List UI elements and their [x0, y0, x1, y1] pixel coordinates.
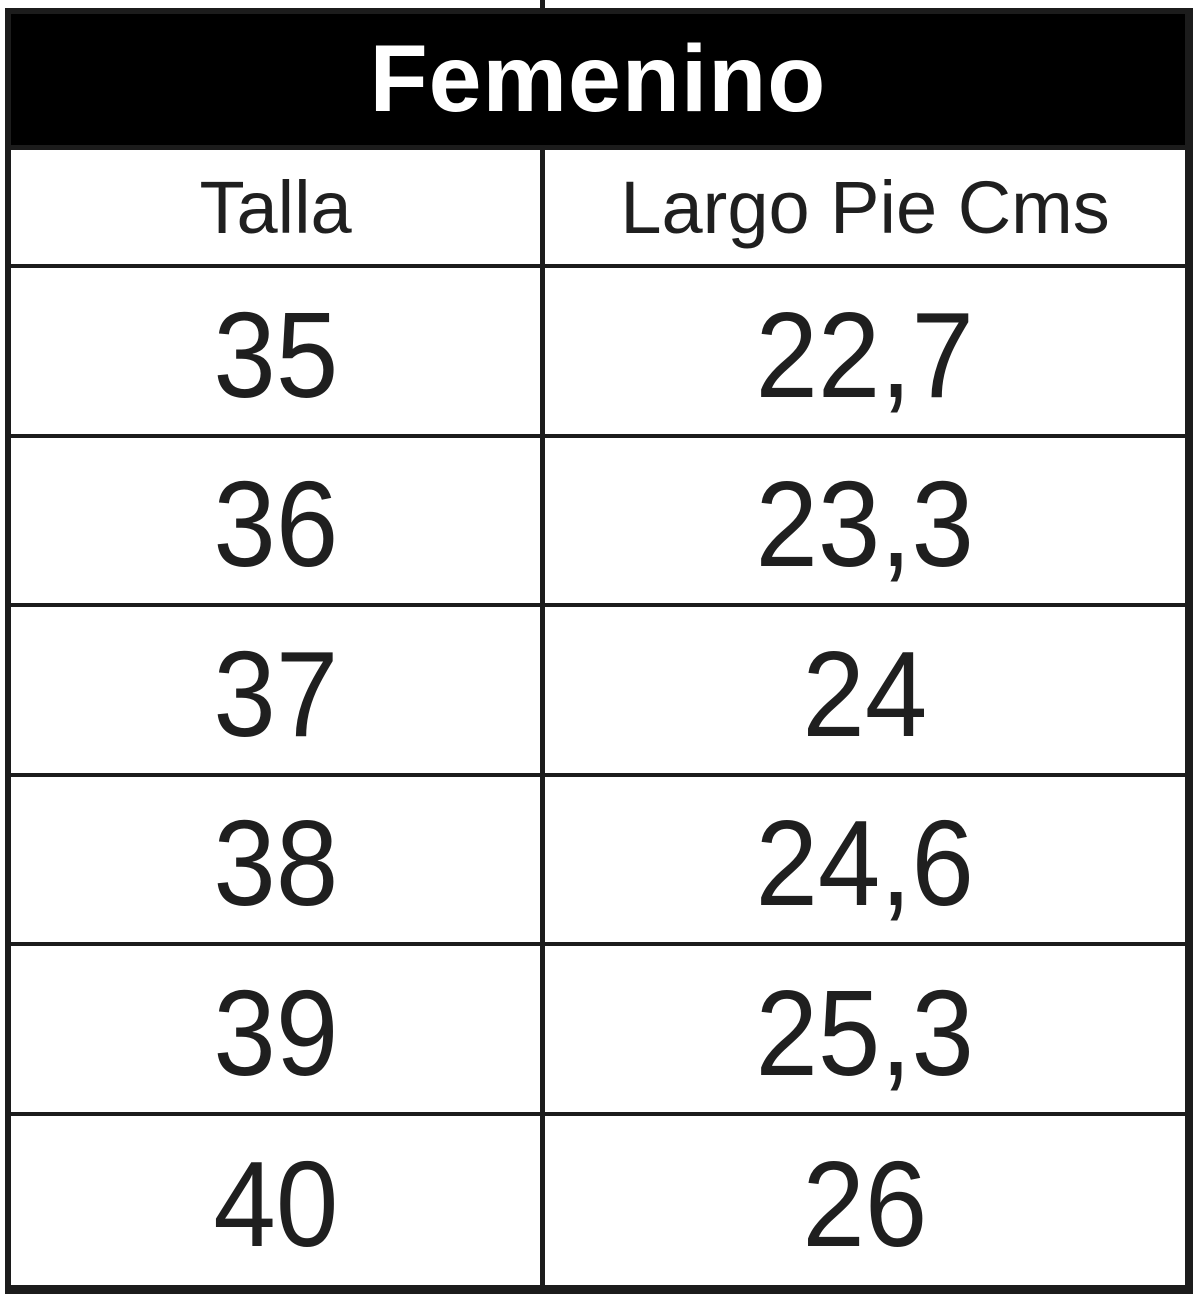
size-value: 38 [213, 795, 338, 932]
size-value: 35 [213, 286, 338, 423]
length-value: 24 [802, 625, 928, 762]
length-cell: 24 [545, 607, 1185, 777]
length-value: 25,3 [755, 964, 975, 1101]
length-value: 26 [802, 1136, 928, 1273]
size-cell: 38 [11, 776, 546, 946]
size-cell: 40 [11, 1115, 546, 1285]
size-value: 40 [213, 1136, 338, 1273]
length-cell: 22,7 [545, 268, 1185, 438]
length-value: 22,7 [755, 286, 975, 423]
column-header-talla: Talla [11, 150, 546, 268]
size-value: 39 [213, 964, 338, 1101]
size-cell: 39 [11, 946, 546, 1116]
table-title: Femenino [11, 14, 1185, 150]
size-cell: 37 [11, 607, 546, 777]
column-header-largo-pie-cms: Largo Pie Cms [545, 150, 1185, 268]
length-value: 24,6 [755, 795, 975, 932]
size-cell: 35 [11, 268, 546, 438]
length-cell: 23,3 [545, 438, 1185, 607]
length-value: 23,3 [755, 456, 975, 593]
size-cell: 36 [11, 437, 546, 607]
column-divider-tick [540, 0, 545, 9]
length-cell: 26 [545, 1116, 1185, 1286]
length-cell: 25,3 [545, 946, 1185, 1116]
length-cell: 24,6 [545, 777, 1185, 946]
size-value: 37 [213, 625, 338, 762]
size-value: 36 [213, 456, 338, 593]
size-table: Femenino Talla Largo Pie Cms 35 22,7 36 … [5, 8, 1193, 1294]
